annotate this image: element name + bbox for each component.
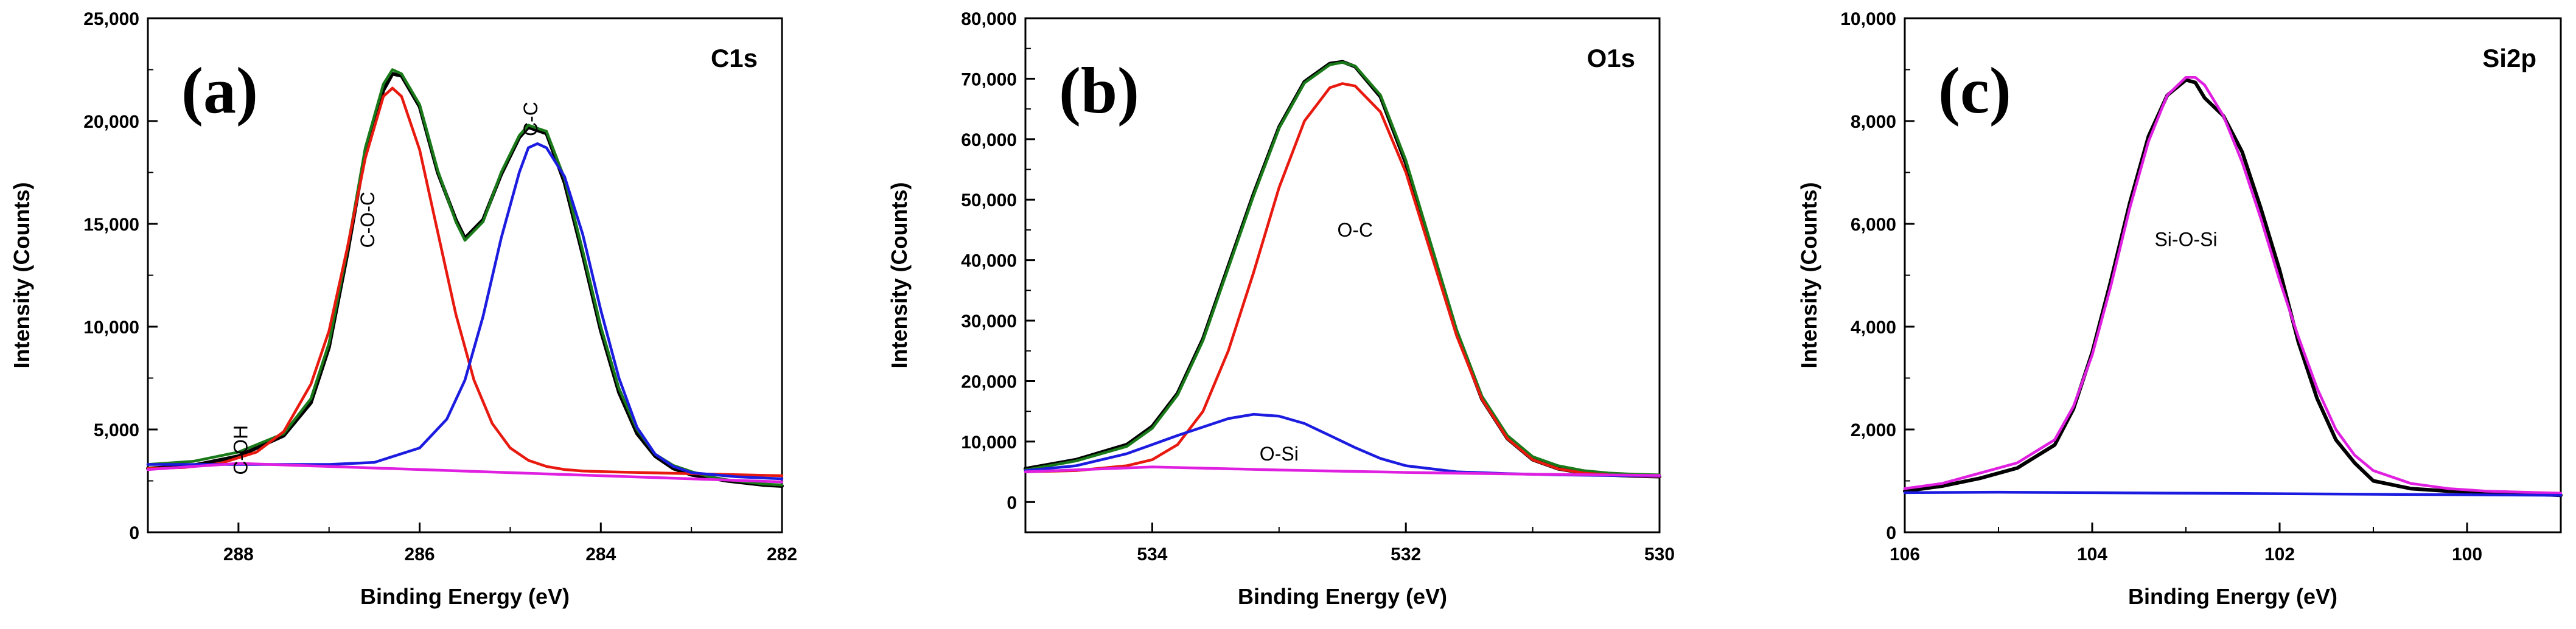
y-tick-label: 40,000 <box>961 251 1017 271</box>
y-tick-label: 10,000 <box>961 433 1017 453</box>
panel-title: Si2p <box>2482 44 2536 72</box>
peak-label: C-O-C <box>357 192 379 248</box>
peak-label: C-C <box>520 102 542 136</box>
series-line-raw <box>1903 78 2563 498</box>
y-axis-label: Intensity (Counts) <box>1796 182 1821 369</box>
series-line-baseline <box>146 462 784 484</box>
peak-label: Si-O-Si <box>2154 228 2217 250</box>
x-tick-label: 102 <box>2264 544 2295 565</box>
x-tick-label: 532 <box>1391 544 1421 565</box>
series-line-baseline <box>1024 465 1661 477</box>
y-tick-label: 4,000 <box>1851 318 1896 338</box>
series-line-baseline <box>1903 490 2563 497</box>
y-tick-label: 15,000 <box>83 215 139 235</box>
panel-title: C1s <box>711 44 758 72</box>
plot-frame <box>1024 17 1661 533</box>
x-tick-label: 282 <box>767 544 797 565</box>
panel-letter: (a) <box>181 55 258 127</box>
series-line-si-o-si-fit <box>1903 75 2563 495</box>
x-tick-label: 106 <box>1890 544 1920 565</box>
x-tick-label: 100 <box>2452 544 2482 565</box>
y-tick-label: 2,000 <box>1851 420 1896 440</box>
x-tick-label: 104 <box>2077 544 2107 565</box>
x-tick-label: 530 <box>1644 544 1675 565</box>
y-tick-label: 20,000 <box>83 112 139 132</box>
chart-panel-3: 0 2,000 4,000 6,000 8,000 10,000 106 104 102 100 B… <box>1796 9 2563 609</box>
x-axis-label: Binding Energy (eV) <box>1238 584 1447 609</box>
y-tick-label: 10,000 <box>83 318 139 338</box>
x-tick-label: 286 <box>405 544 435 565</box>
y-tick-label: 25,000 <box>83 9 139 29</box>
x-tick-label: 288 <box>223 544 254 565</box>
chart-panel-2: 0 10,000 20,000 30,000 40,000 50,000 60,000 70,… <box>887 9 1675 609</box>
panel-letter: (b) <box>1059 55 1139 127</box>
series-line-fit-envelope <box>1024 61 1661 476</box>
x-axis-label: Binding Energy (eV) <box>360 584 570 609</box>
y-tick-label: 30,000 <box>961 311 1017 332</box>
chart-panel-1: 0 5,000 10,000 15,000 20,000 25,000 288 286 284 2… <box>9 9 797 609</box>
y-axis-label: Intensity (Counts) <box>887 182 912 369</box>
series-line-c-c <box>146 142 784 481</box>
y-tick-label: 6,000 <box>1851 215 1896 235</box>
y-tick-label: 0 <box>129 523 139 543</box>
y-tick-label: 60,000 <box>961 130 1017 150</box>
series-line-c-o-c <box>146 86 784 478</box>
series-line-raw <box>146 72 784 488</box>
x-tick-label: 534 <box>1137 544 1167 565</box>
peak-label: O-C <box>1338 219 1374 241</box>
peak-label: O-Si <box>1260 443 1299 465</box>
y-tick-label: 70,000 <box>961 69 1017 89</box>
y-tick-label: 80,000 <box>961 9 1017 29</box>
y-tick-label: 50,000 <box>961 190 1017 210</box>
y-tick-label: 10,000 <box>1840 9 1896 29</box>
peak-label: C-OH <box>230 425 252 475</box>
y-tick-label: 8,000 <box>1851 112 1896 132</box>
y-tick-label: 0 <box>1007 493 1017 513</box>
x-tick-label: 284 <box>585 544 616 565</box>
y-tick-label: 0 <box>1886 523 1896 543</box>
x-axis-label: Binding Energy (eV) <box>2128 584 2337 609</box>
y-tick-label: 5,000 <box>94 420 139 440</box>
y-tick-label: 20,000 <box>961 372 1017 392</box>
panel-letter: (c) <box>1938 55 2011 127</box>
y-axis-label: Intensity (Counts) <box>9 182 34 369</box>
panel-title: O1s <box>1587 44 1635 72</box>
series-line-o-c <box>1024 82 1661 478</box>
series-line-fit-envelope <box>146 68 784 487</box>
